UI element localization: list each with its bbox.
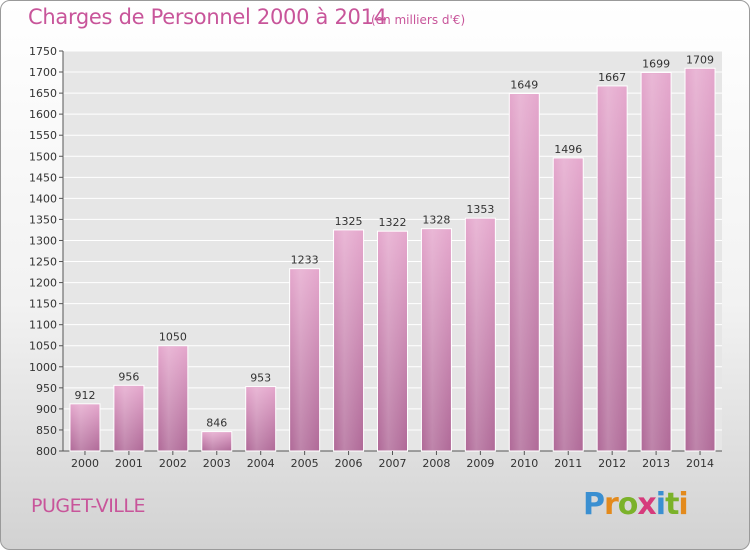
bar-highlight	[70, 404, 99, 451]
bar-highlight	[334, 230, 363, 451]
city-name: PUGET-VILLE	[31, 495, 145, 517]
data-label: 1496	[554, 143, 582, 156]
y-tick-label: 1650	[29, 87, 57, 100]
data-label: 846	[206, 417, 227, 430]
logo-letter: t	[665, 487, 679, 522]
data-label: 1322	[379, 216, 407, 229]
x-tick-label: 2009	[466, 457, 494, 470]
logo-letter: r	[604, 487, 619, 522]
x-tick-label: 2012	[598, 457, 626, 470]
x-tick-label: 2006	[335, 457, 363, 470]
x-tick-label: 2007	[379, 457, 407, 470]
x-tick-label: 2010	[510, 457, 538, 470]
chart-subtitle: (en milliers d'€)	[371, 13, 466, 27]
data-label: 1709	[686, 53, 714, 66]
bar-highlight	[510, 94, 539, 452]
logo-letter: i	[655, 487, 666, 522]
data-label: 912	[74, 389, 95, 402]
y-tick-label: 1550	[29, 129, 57, 142]
y-tick-label: 1450	[29, 171, 57, 184]
bar-highlight	[290, 269, 319, 451]
data-label: 1649	[510, 79, 538, 92]
data-label: 1353	[466, 203, 494, 216]
y-tick-label: 1400	[29, 192, 57, 205]
bar-highlight	[114, 386, 143, 451]
bar-highlight	[686, 69, 715, 452]
x-tick-label: 2013	[642, 457, 670, 470]
x-tick-label: 2008	[422, 457, 450, 470]
y-tick-label: 1600	[29, 108, 57, 121]
y-tick-label: 1700	[29, 66, 57, 79]
x-tick-label: 2003	[203, 457, 231, 470]
data-label: 1699	[642, 57, 670, 70]
y-tick-label: 1150	[29, 298, 57, 311]
chart-title: Charges de Personnel 2000 à 2014	[28, 5, 387, 29]
y-tick-label: 850	[36, 424, 57, 437]
y-tick-label: 1000	[29, 361, 57, 374]
data-label: 1050	[159, 331, 187, 344]
y-tick-label: 950	[36, 382, 57, 395]
x-tick-label: 2002	[159, 457, 187, 470]
bar-highlight	[202, 432, 231, 451]
bar-highlight	[378, 232, 407, 451]
bar-highlight	[246, 387, 275, 451]
x-tick-label: 2001	[115, 457, 143, 470]
bar-highlight	[642, 73, 671, 451]
bar-highlight	[466, 219, 495, 451]
y-tick-label: 1350	[29, 213, 57, 226]
y-tick-label: 1200	[29, 277, 57, 290]
data-label: 1328	[422, 214, 450, 227]
proxiti-logo: Proxiti	[583, 487, 689, 522]
data-label: 953	[250, 372, 271, 385]
y-tick-label: 900	[36, 403, 57, 416]
x-tick-label: 2014	[686, 457, 714, 470]
data-label: 1233	[291, 254, 319, 267]
x-tick-label: 2011	[554, 457, 582, 470]
y-tick-label: 800	[36, 445, 57, 458]
logo-letter: o	[617, 487, 639, 522]
y-tick-label: 1050	[29, 340, 57, 353]
data-label: 956	[118, 370, 139, 383]
y-tick-label: 1300	[29, 234, 57, 247]
logo-letter: i	[678, 487, 688, 522]
logo-letter: P	[583, 487, 605, 522]
x-tick-label: 2000	[71, 457, 99, 470]
x-tick-label: 2005	[291, 457, 319, 470]
bar-highlight	[158, 346, 187, 451]
bar-highlight	[554, 158, 583, 451]
y-tick-label: 1250	[29, 256, 57, 269]
bar-highlight	[422, 229, 451, 451]
x-tick-label: 2004	[247, 457, 275, 470]
logo-letter: x	[637, 487, 656, 522]
y-tick-label: 1500	[29, 150, 57, 163]
y-tick-label: 1750	[29, 45, 57, 58]
bar-highlight	[598, 86, 627, 452]
data-label: 1667	[598, 71, 626, 84]
data-label: 1325	[335, 215, 363, 228]
y-tick-label: 1100	[29, 319, 57, 332]
